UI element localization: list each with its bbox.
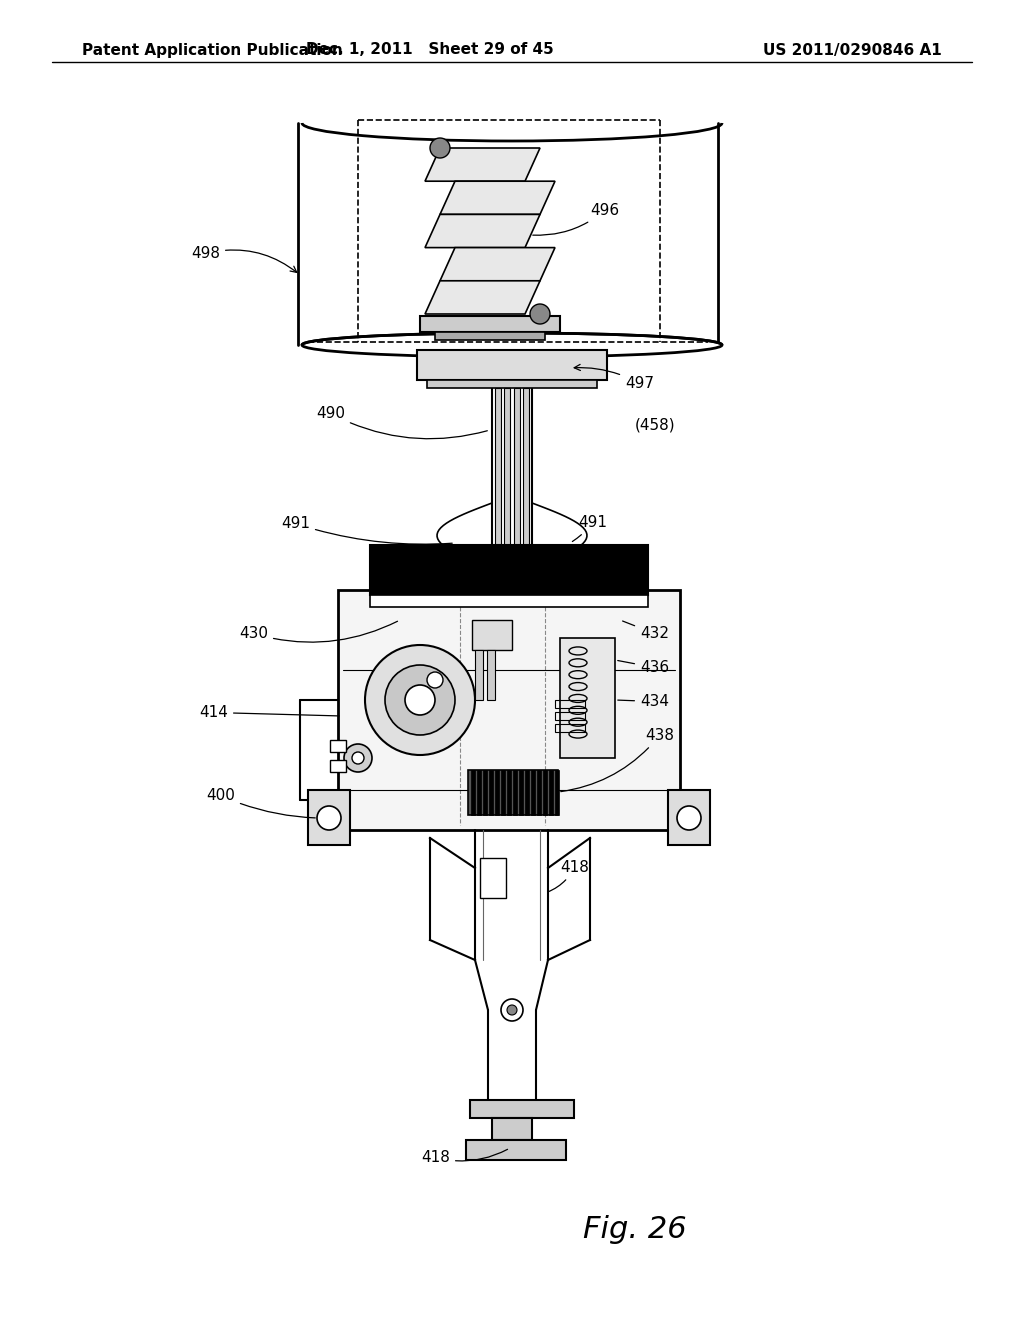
Bar bbox=[555, 700, 585, 708]
Bar bbox=[549, 770, 553, 814]
Bar bbox=[537, 770, 541, 814]
Bar bbox=[501, 770, 505, 814]
Bar bbox=[555, 711, 585, 719]
Text: 430: 430 bbox=[239, 622, 397, 642]
Bar bbox=[555, 770, 559, 814]
Ellipse shape bbox=[302, 333, 722, 356]
Bar bbox=[507, 770, 511, 814]
Circle shape bbox=[352, 752, 364, 764]
Bar bbox=[477, 770, 481, 814]
Bar bbox=[420, 315, 560, 333]
Bar bbox=[560, 638, 615, 758]
Bar bbox=[427, 380, 597, 388]
Bar bbox=[519, 770, 523, 814]
Polygon shape bbox=[425, 148, 540, 181]
Bar bbox=[504, 388, 510, 570]
Bar bbox=[514, 388, 520, 570]
Bar bbox=[370, 545, 648, 595]
Text: 491: 491 bbox=[572, 515, 607, 541]
Polygon shape bbox=[425, 214, 540, 248]
Bar bbox=[370, 595, 648, 607]
Bar bbox=[489, 770, 493, 814]
Circle shape bbox=[507, 1005, 517, 1015]
Circle shape bbox=[317, 807, 341, 830]
Text: Fig. 26: Fig. 26 bbox=[584, 1216, 687, 1245]
Text: 434: 434 bbox=[617, 694, 669, 709]
Bar bbox=[417, 350, 607, 380]
Bar bbox=[525, 770, 529, 814]
Text: 418: 418 bbox=[548, 861, 589, 892]
Polygon shape bbox=[440, 248, 555, 281]
Bar bbox=[495, 770, 499, 814]
Text: 497: 497 bbox=[574, 364, 654, 391]
Text: 491: 491 bbox=[281, 516, 453, 544]
Circle shape bbox=[677, 807, 701, 830]
Text: Dec. 1, 2011   Sheet 29 of 45: Dec. 1, 2011 Sheet 29 of 45 bbox=[306, 42, 554, 58]
Text: Patent Application Publication: Patent Application Publication bbox=[82, 42, 343, 58]
Bar bbox=[468, 770, 558, 814]
Text: 414: 414 bbox=[199, 705, 339, 719]
Bar bbox=[487, 649, 495, 700]
Circle shape bbox=[385, 665, 455, 735]
Bar bbox=[555, 723, 585, 733]
Bar bbox=[472, 620, 512, 649]
Bar bbox=[480, 858, 506, 898]
Bar bbox=[435, 333, 545, 341]
Circle shape bbox=[530, 304, 550, 323]
Circle shape bbox=[344, 744, 372, 772]
Text: 490: 490 bbox=[316, 407, 487, 438]
Bar bbox=[470, 1100, 574, 1118]
Text: 498: 498 bbox=[191, 246, 297, 272]
Bar bbox=[531, 770, 535, 814]
Bar bbox=[668, 789, 710, 845]
Circle shape bbox=[427, 672, 443, 688]
Bar bbox=[330, 760, 346, 772]
Bar bbox=[471, 770, 475, 814]
Bar bbox=[513, 770, 517, 814]
Polygon shape bbox=[440, 181, 555, 214]
Bar bbox=[495, 388, 501, 570]
Circle shape bbox=[365, 645, 475, 755]
Text: 436: 436 bbox=[617, 660, 669, 675]
Bar bbox=[475, 649, 483, 700]
Circle shape bbox=[501, 999, 523, 1020]
Bar bbox=[308, 789, 350, 845]
Text: 432: 432 bbox=[623, 620, 669, 642]
Text: (458): (458) bbox=[635, 417, 676, 433]
Text: 496: 496 bbox=[532, 203, 620, 235]
Circle shape bbox=[406, 685, 435, 715]
Bar bbox=[330, 741, 346, 752]
Polygon shape bbox=[425, 281, 540, 314]
Circle shape bbox=[430, 139, 450, 158]
Text: 400: 400 bbox=[206, 788, 315, 818]
Bar bbox=[338, 590, 680, 830]
Bar bbox=[466, 1140, 566, 1160]
Bar bbox=[543, 770, 547, 814]
Bar bbox=[492, 1118, 532, 1140]
Bar bbox=[523, 388, 529, 570]
Bar bbox=[483, 770, 487, 814]
Text: 418: 418 bbox=[421, 1150, 508, 1166]
Text: US 2011/0290846 A1: US 2011/0290846 A1 bbox=[763, 42, 942, 58]
Text: 438: 438 bbox=[561, 729, 674, 792]
